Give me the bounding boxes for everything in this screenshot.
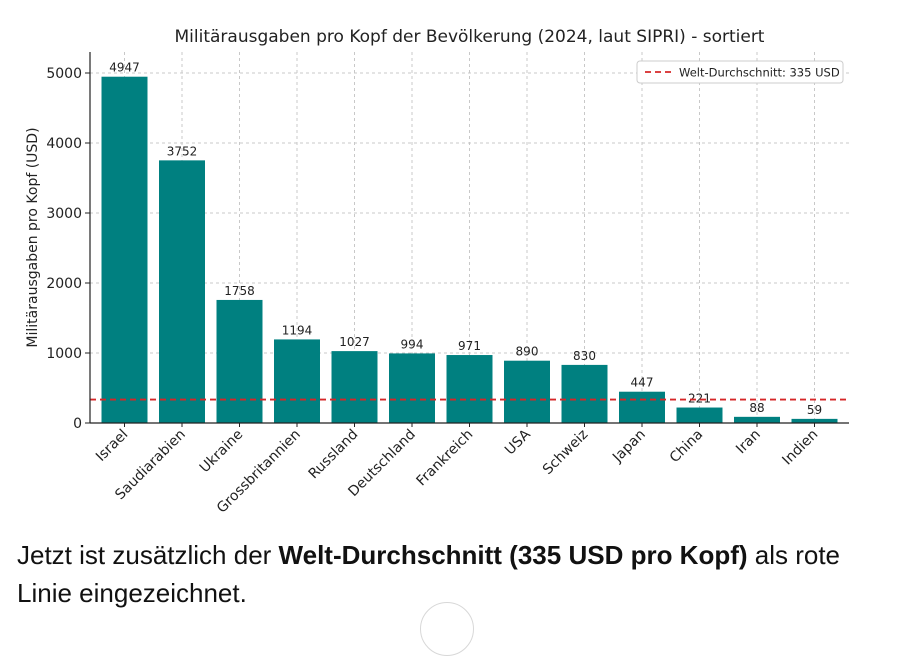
caption-text-before: Jetzt ist zusätzlich der — [17, 540, 279, 570]
x-tick-label-iran: Iran — [733, 427, 764, 458]
y-axis-label: Militärausgaben pro Kopf (USD) — [25, 127, 41, 347]
scroll-down-button[interactable] — [420, 602, 474, 656]
y-tick-label-5000: 5000 — [46, 66, 82, 82]
value-label-iran: 88 — [749, 401, 764, 415]
value-label-saudiarabien: 3752 — [167, 144, 198, 158]
value-label-china: 221 — [688, 392, 711, 406]
value-label-frankreich: 971 — [458, 339, 481, 353]
x-tick-label-schweiz: Schweiz — [540, 427, 591, 478]
y-tick-label-3000: 3000 — [46, 206, 82, 222]
value-label-indien: 59 — [807, 403, 822, 417]
bar-grossbritannien — [274, 339, 320, 423]
bar-saudiarabien — [159, 160, 205, 424]
bar-ukraine — [216, 299, 263, 423]
bar-usa — [504, 360, 550, 423]
bar-deutschland — [389, 353, 435, 423]
value-label-deutschland: 994 — [401, 337, 424, 351]
x-tick-label-japan: Japan — [609, 427, 649, 467]
bar-israel — [101, 76, 148, 424]
x-tick-label-ukraine: Ukraine — [197, 427, 247, 477]
bar-china — [676, 407, 723, 423]
value-label-japan: 447 — [631, 376, 654, 390]
legend-label: Welt-Durchschnitt: 335 USD — [679, 66, 840, 80]
value-label-schweiz: 830 — [573, 349, 596, 363]
value-label-russland: 1027 — [339, 335, 370, 349]
x-tick-label-usa: USA — [502, 426, 534, 458]
x-tick-label-russland: Russland — [306, 427, 362, 483]
bar-indien — [791, 418, 838, 423]
value-label-grossbritannien: 1194 — [282, 323, 313, 337]
value-label-israel: 4947 — [109, 61, 140, 75]
caption-text-bold: Welt-Durchschnitt (335 USD pro Kopf) — [278, 540, 748, 570]
legend-box — [636, 60, 844, 84]
caption-text-after: als rote Linie eingezeichnet. — [17, 540, 841, 608]
bar-chart: 0 1000 2000 3000 4000 5000 4947 3752 1758 1194 102… — [25, 27, 849, 516]
x-tick-label-frankreich: Frankreich — [413, 427, 476, 490]
chart-title: Militärausgaben pro Kopf der Bevölkerung… — [175, 27, 765, 47]
x-tick-label-israel: Israel — [93, 427, 131, 465]
bar-russland — [331, 351, 378, 423]
x-tick-label-china: China — [667, 427, 707, 467]
y-tick-label-0: 0 — [73, 416, 82, 432]
bar-schweiz — [561, 364, 608, 423]
y-tick-label-4000: 4000 — [46, 136, 82, 152]
response-caption: Jetzt ist zusätzlich der Welt-Durchschni… — [17, 536, 877, 612]
bar-iran — [734, 416, 780, 423]
bar-frankreich — [446, 355, 493, 423]
x-tick-label-indien: Indien — [779, 427, 821, 469]
chart-container: 0 1000 2000 3000 4000 5000 4947 3752 1758 1194 102… — [25, 27, 849, 516]
y-tick-label-1000: 1000 — [46, 346, 82, 362]
y-tick-label-2000: 2000 — [46, 276, 82, 292]
value-label-ukraine: 1758 — [224, 284, 255, 298]
value-label-usa: 890 — [516, 345, 539, 359]
bar-japan — [619, 391, 665, 423]
